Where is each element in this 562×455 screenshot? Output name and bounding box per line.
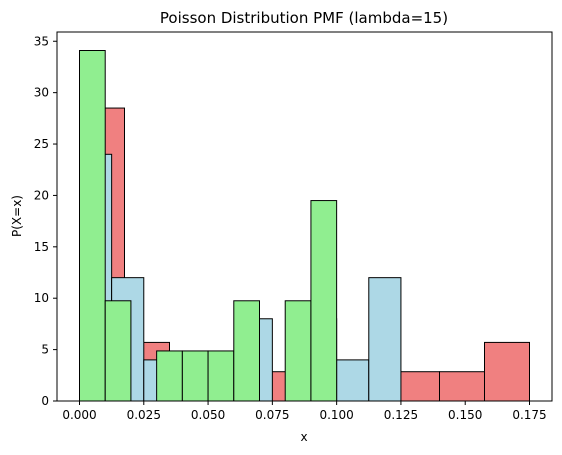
x-tick-label: 0.175 xyxy=(512,408,546,422)
y-tick-label: 5 xyxy=(41,343,49,357)
bar-series-3-bin-4 xyxy=(156,350,183,402)
bar-series-3-bin-2 xyxy=(104,300,132,402)
x-tick-label: 0.050 xyxy=(191,408,225,422)
x-tick-label: 0.125 xyxy=(384,408,418,422)
bar-series-3-bin-7 xyxy=(233,300,260,402)
y-tick-label: 30 xyxy=(34,86,49,100)
bar-series-3-bin-5 xyxy=(181,350,209,402)
bars-layer xyxy=(79,50,530,402)
y-tick-label: 15 xyxy=(34,240,49,254)
bar-series-1-bin-9 xyxy=(439,371,485,402)
bar-series-3-bin-1 xyxy=(79,50,106,402)
y-tick-label: 35 xyxy=(34,34,49,48)
x-tick-label: 0.100 xyxy=(319,408,353,422)
x-tick-label: 0.075 xyxy=(255,408,289,422)
x-axis-ticks: 0.000 0.025 0.050 0.075 0.100 0.125 0.150 0.175 xyxy=(62,401,547,422)
y-tick-label: 0 xyxy=(41,394,49,408)
y-axis-ticks: 0 5 10 15 20 25 30 35 xyxy=(34,34,57,408)
bar-series-1-bin-10 xyxy=(484,341,530,402)
bar-series-3-bin-6 xyxy=(207,350,235,402)
bar-series-2-bin-9 xyxy=(336,359,370,402)
bar-series-3-bin-9 xyxy=(284,300,312,402)
x-axis-label: x xyxy=(300,430,307,444)
x-tick-label: 0.025 xyxy=(127,408,161,422)
y-tick-label: 10 xyxy=(34,291,49,305)
chart-title: Poisson Distribution PMF (lambda=15) xyxy=(160,9,448,27)
bar-series-2-bin-10 xyxy=(368,277,402,402)
y-axis-label: P(X=x) xyxy=(10,195,24,237)
x-tick-label: 0.000 xyxy=(62,408,96,422)
plot-frame xyxy=(56,31,553,402)
y-tick-label: 25 xyxy=(34,137,49,151)
bar-series-3-bin-10 xyxy=(310,200,338,402)
y-tick-label: 20 xyxy=(34,188,49,202)
x-tick-label: 0.150 xyxy=(448,408,482,422)
